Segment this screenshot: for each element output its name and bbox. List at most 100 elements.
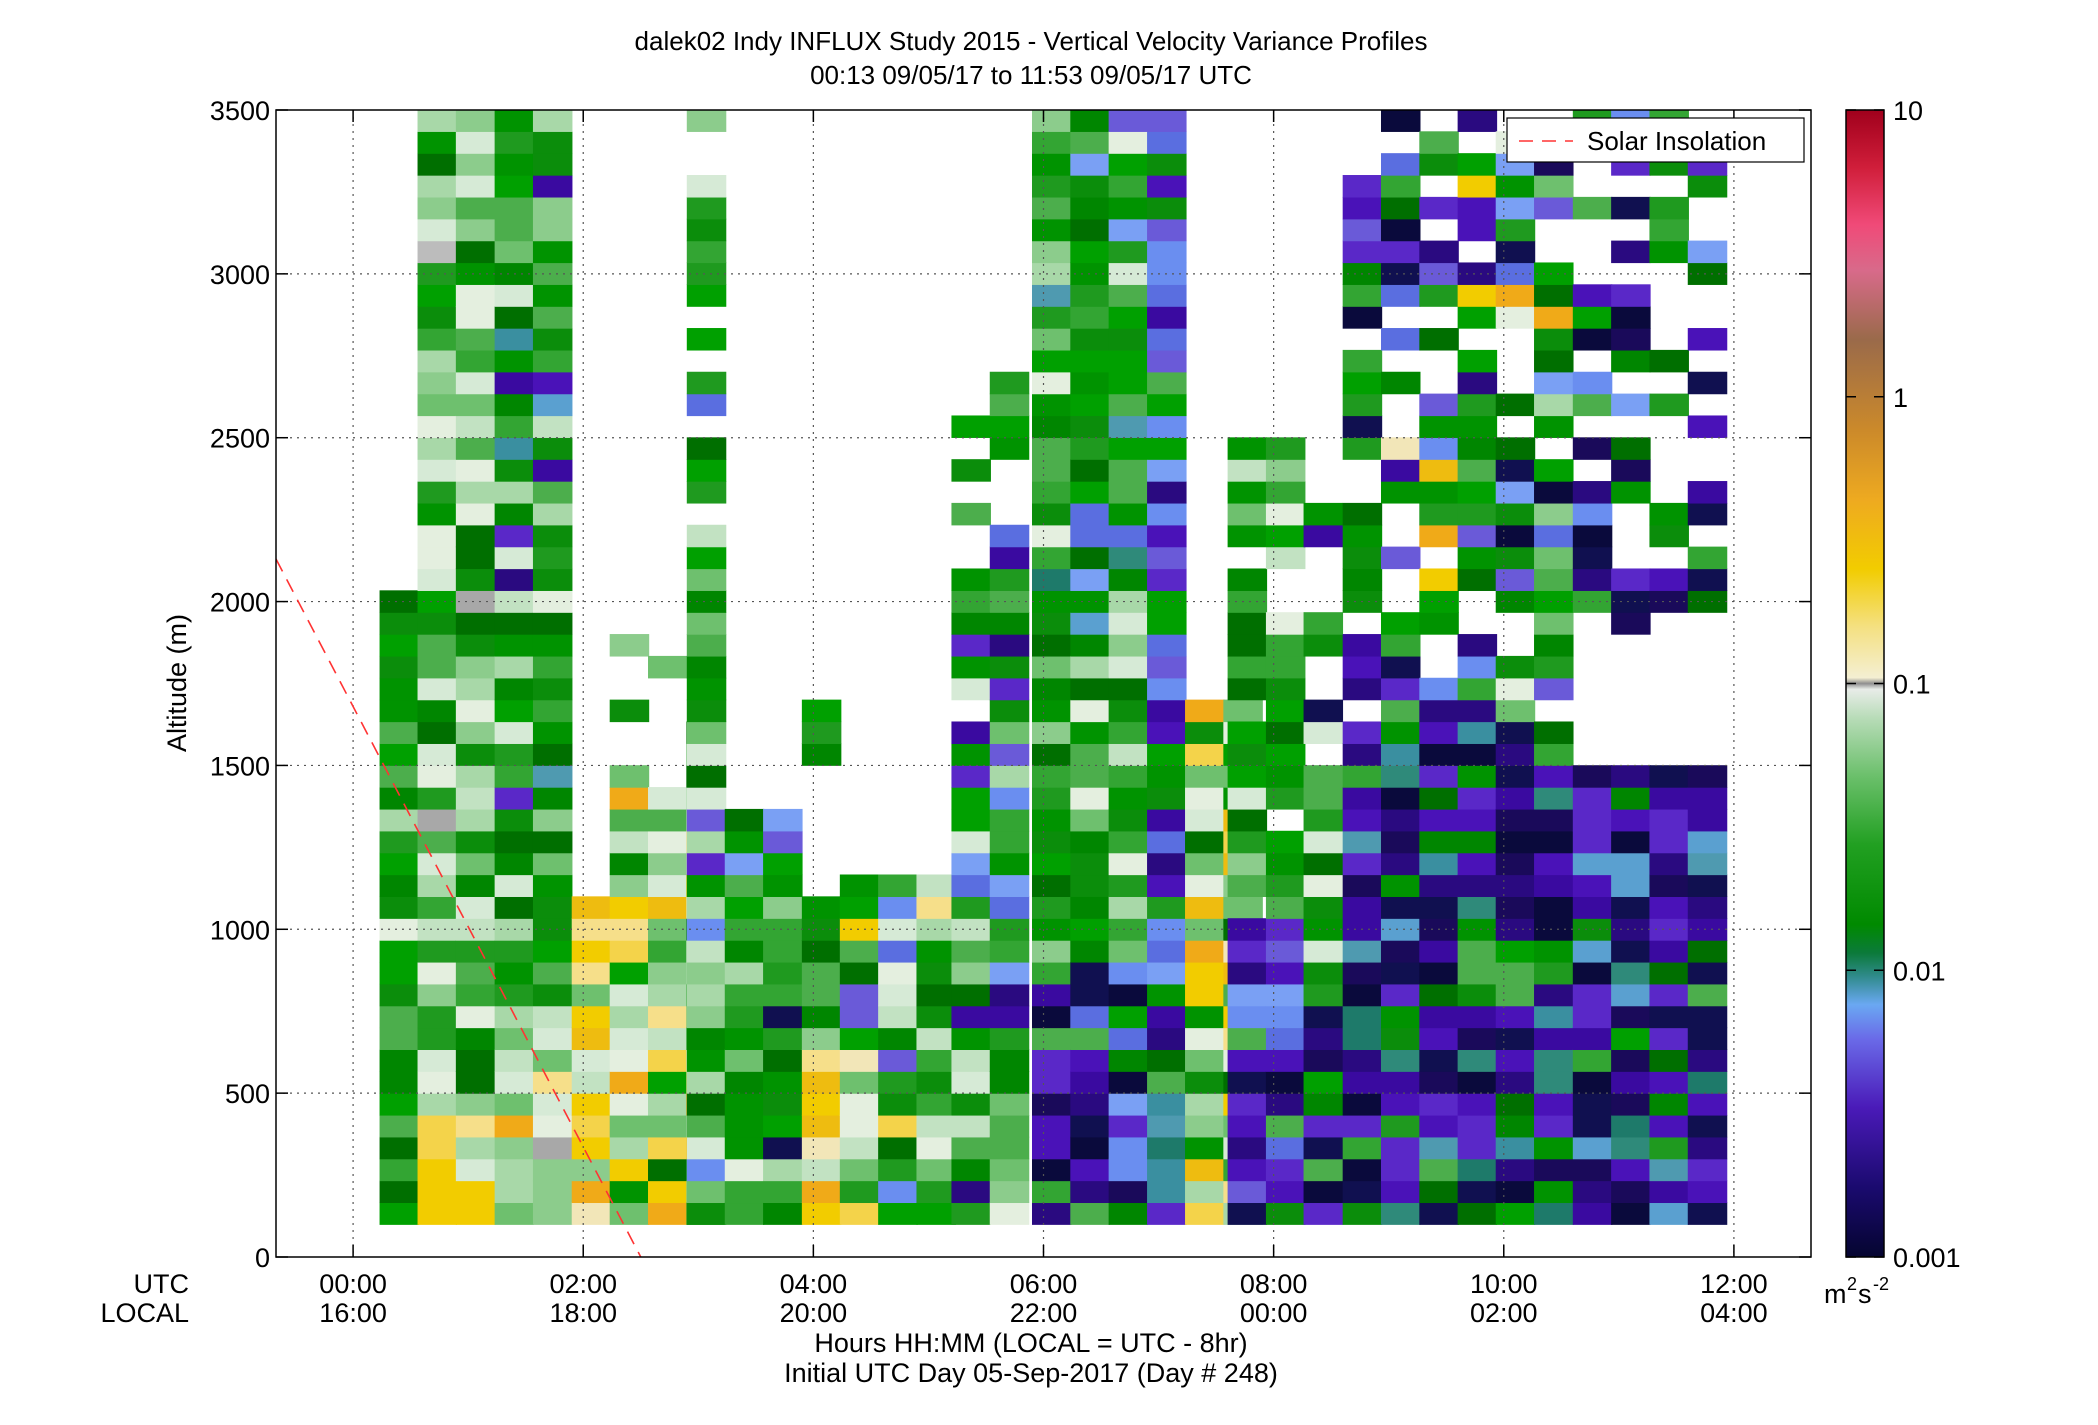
heatmap-cell	[1147, 481, 1187, 504]
heatmap-cell	[763, 1027, 803, 1051]
heatmap-cell	[648, 787, 688, 810]
heatmap-cell	[686, 546, 727, 570]
heatmap-cell	[763, 1071, 803, 1094]
heatmap-cell	[532, 1158, 573, 1182]
heatmap-cell	[1572, 437, 1613, 460]
heatmap-cell	[1185, 1114, 1225, 1138]
heatmap-cell	[1419, 1027, 1459, 1051]
heatmap-cell	[1108, 284, 1149, 307]
heatmap-cell	[1031, 699, 1072, 723]
heatmap-cell	[1342, 437, 1383, 460]
heatmap-cell	[1419, 328, 1459, 351]
heatmap-cell	[417, 612, 458, 635]
heatmap-cell	[571, 961, 612, 985]
heatmap-cell	[1147, 852, 1187, 876]
heatmap-cell	[951, 1114, 991, 1138]
heatmap-cell	[494, 743, 535, 766]
heatmap-cell	[1070, 721, 1110, 744]
heatmap-cell	[417, 546, 458, 570]
heatmap-cell	[532, 590, 573, 613]
heatmap-cell	[1265, 1202, 1306, 1225]
heatmap-cell	[532, 524, 573, 548]
heatmap-cell	[1534, 918, 1574, 941]
heatmap-cell	[1457, 1158, 1498, 1182]
heatmap-cell	[1457, 175, 1498, 198]
heatmap-cell	[494, 328, 535, 351]
heatmap-cell	[1031, 306, 1072, 329]
heatmap-cell	[417, 415, 458, 438]
heatmap-cell	[648, 1049, 688, 1072]
heatmap-cell	[1031, 940, 1072, 963]
heatmap-cell	[494, 808, 535, 832]
heatmap-cell	[494, 240, 535, 264]
heatmap-cell	[1611, 1093, 1651, 1116]
heatmap-cell	[1495, 1114, 1536, 1138]
heatmap-cell	[1031, 1005, 1072, 1029]
heatmap-cell	[1572, 1027, 1613, 1051]
heatmap-cell	[1534, 743, 1574, 766]
heatmap-cell	[1070, 437, 1110, 460]
heatmap-cell	[1265, 655, 1306, 679]
heatmap-cell	[989, 940, 1030, 963]
heatmap-cell	[1070, 568, 1110, 591]
heatmap-cell	[1457, 502, 1498, 526]
heatmap-cell	[1108, 1114, 1149, 1138]
heatmap-cell	[417, 1027, 458, 1051]
heatmap-cell	[1070, 874, 1110, 897]
heatmap-cell	[1380, 196, 1421, 220]
heatmap-cell	[1611, 1114, 1651, 1138]
heatmap-cell	[1108, 1027, 1149, 1051]
heatmap-cell	[1457, 852, 1498, 876]
heatmap-cell	[1419, 896, 1459, 919]
axis-ticks: 00:0016:0002:0018:0004:0020:0006:0022:00…	[210, 96, 1811, 1328]
heatmap-cell	[1380, 1114, 1421, 1138]
heatmap-cell	[1031, 677, 1072, 701]
heatmap-cell	[1457, 940, 1498, 963]
heatmap-cell	[1147, 349, 1187, 373]
heatmap-cell	[1649, 1114, 1689, 1138]
heatmap-cell	[494, 131, 535, 154]
heatmap-cell	[1380, 677, 1421, 701]
heatmap-cell	[1495, 1071, 1536, 1094]
heatmap-cell	[417, 131, 458, 154]
heatmap-cell	[1572, 1114, 1613, 1138]
heatmap-cell	[1380, 852, 1421, 876]
heatmap-cell	[417, 830, 458, 854]
heatmap-cell	[1265, 699, 1306, 723]
heatmap-cell	[916, 1005, 956, 1029]
heatmap-cell	[379, 1093, 420, 1116]
heatmap-cell	[1534, 1049, 1574, 1072]
heatmap-cell	[1303, 830, 1344, 854]
heatmap-cell	[455, 765, 496, 788]
heatmap-cell	[571, 1027, 612, 1051]
heatmap-cell	[1572, 896, 1613, 919]
heatmap-cell	[1495, 240, 1536, 264]
heatmap-cell	[839, 874, 880, 897]
heatmap-cell	[571, 1071, 612, 1094]
heatmap-cell	[609, 896, 650, 919]
heatmap-cell	[1147, 110, 1187, 132]
heatmap-cell	[1108, 415, 1149, 438]
heatmap-cell	[1265, 634, 1306, 657]
heatmap-cell	[1457, 1093, 1498, 1116]
heatmap-cell	[686, 262, 727, 285]
heatmap-cell	[494, 940, 535, 963]
heatmap-cell	[724, 830, 765, 854]
heatmap-cell	[532, 874, 573, 897]
heatmap-cell	[1419, 459, 1459, 482]
heatmap-cell	[417, 1049, 458, 1072]
x-tick-label-local: 22:00	[1010, 1298, 1078, 1328]
heatmap-cell	[417, 1071, 458, 1094]
heatmap-cell	[1227, 590, 1268, 613]
heatmap-cell	[1495, 1136, 1536, 1160]
heatmap-cell	[686, 240, 727, 264]
heatmap-cell	[1611, 874, 1651, 897]
heatmap-cell	[1303, 940, 1344, 963]
heatmap-cell	[686, 1136, 727, 1160]
heatmap-cell	[609, 1202, 650, 1225]
heatmap-cell	[1495, 655, 1536, 679]
heatmap-cell	[648, 655, 688, 679]
heatmap-cell	[1147, 1114, 1187, 1138]
heatmap-cell	[379, 1114, 420, 1138]
heatmap-cell	[1185, 787, 1225, 810]
